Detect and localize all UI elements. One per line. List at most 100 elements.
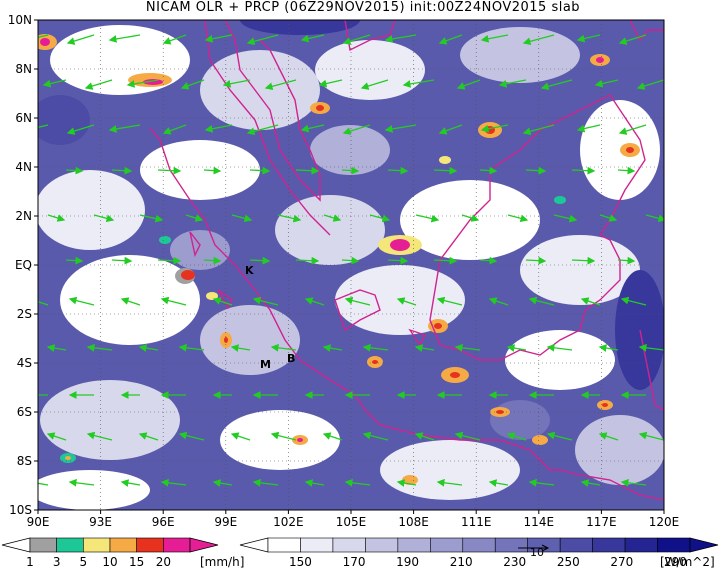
olr-tick-label: 190 [396,555,419,569]
olr-color-swatch [397,537,431,553]
wind-vector [360,79,389,90]
prcp-colorbar-left-arrow [1,537,31,553]
wind-vector [454,343,481,352]
wind-vector [46,344,67,352]
olr-color-swatch [365,537,399,553]
wind-vector [479,256,498,265]
map-gridlines [38,20,664,510]
wind-vector [160,478,187,487]
lat-label: 2S [17,307,32,321]
wind-vector [126,79,159,88]
wind-vector [576,34,601,43]
wind-vector [384,124,417,133]
wind-vector [618,124,647,135]
wind-vector [162,124,187,135]
prcp-color-swatch [56,537,84,553]
wind-vector [47,214,66,222]
lon-label: 93E [89,515,112,529]
wind-vector [178,431,205,441]
wind-vector [108,34,141,43]
wind-vector [277,214,302,223]
wind-vector [246,34,279,46]
lon-label: 108E [398,515,429,529]
prcp-tick-label: 10 [102,555,117,569]
lon-label: 105E [336,515,367,529]
wind-vector [522,34,555,46]
wind-vector [322,432,343,441]
wind-vector [46,432,67,441]
wind-vector [387,166,409,175]
wind-vector [620,296,647,306]
wind-vector [178,343,205,352]
olr-tick-label: 150 [289,555,312,569]
wind-vector [663,260,664,261]
wind-vector [528,296,555,306]
wind-vector [415,214,440,223]
wind-vector [546,431,573,441]
lat-label: 2N [15,209,32,223]
wind-vector [231,214,253,223]
prcp-color-swatch [29,537,57,553]
olr-tick-label: 170 [343,555,366,569]
wind-vector [414,432,435,441]
wind-vector [617,166,636,175]
wind-vector [38,482,49,486]
wind-vector [525,166,547,175]
olr-color-swatch [430,537,464,553]
wind-vector [65,166,84,175]
longitude-labels: 90E 93E 96E 99E 102E 105E 108E 111E 114E 117E 120E [27,510,680,529]
lat-label: 6S [17,405,32,419]
wind-vector [65,256,84,265]
prcp-color-swatch [163,537,191,553]
vector-reference-label: 10 [530,546,544,559]
wind-vector [344,478,371,487]
olr-tick-label: 250 [557,555,580,569]
prcp-tick-label: 20 [156,555,171,569]
wind-vectors [38,34,664,487]
olr-tick-label: 230 [503,555,526,569]
wind-vector [599,214,618,222]
olr-colorbar-left-arrow [239,537,269,553]
lon-label: 111E [461,515,492,529]
prcp-colorbar: 1 3 5 10 15 20 [mm/h] [1,537,244,569]
wind-vector [84,79,113,90]
wind-vector [252,296,279,306]
olr-color-swatch [462,537,496,553]
wind-vector [318,79,343,88]
wind-vector [270,431,297,441]
wind-vector [369,214,391,223]
wind-vector [300,34,325,43]
wind-vector [304,297,325,306]
lon-label: 120E [649,515,680,529]
wind-vector [438,34,463,45]
olr-color-swatch [624,537,658,553]
wind-vector [86,343,113,352]
wind-vector [120,297,141,306]
wind-vector [38,124,49,128]
prcp-color-swatch [109,537,137,553]
wind-vector [300,124,325,133]
wind-vector [322,344,343,352]
latitude-labels: 10N 8N 6N 4N 2N EQ 2S 4S 6S 8S 10S [8,13,38,517]
prcp-tick-label: 5 [80,555,88,569]
prcp-color-swatch [136,537,164,553]
wind-vector [553,214,578,223]
prcp-tick-label: 15 [129,555,144,569]
wind-vector [636,79,664,90]
wind-vector [138,344,159,352]
olr-tick-label: 210 [450,555,473,569]
prcp-tick-label: 1 [26,555,34,569]
wind-vector [506,432,527,441]
place-marker-b: B [287,352,295,365]
wind-vector [342,124,371,135]
wind-vector [617,256,636,265]
wind-vector [620,478,647,487]
wind-vector [396,297,417,306]
olr-colorbar: 150 170 190 210 230 250 270 290 10 [W/m^2] [239,537,719,569]
wind-vector [362,431,389,441]
wind-vector [454,431,481,441]
wind-vector [506,344,527,352]
lon-label: 99E [214,515,237,529]
wind-vector [295,256,320,265]
prcp-color-swatch [83,537,111,553]
